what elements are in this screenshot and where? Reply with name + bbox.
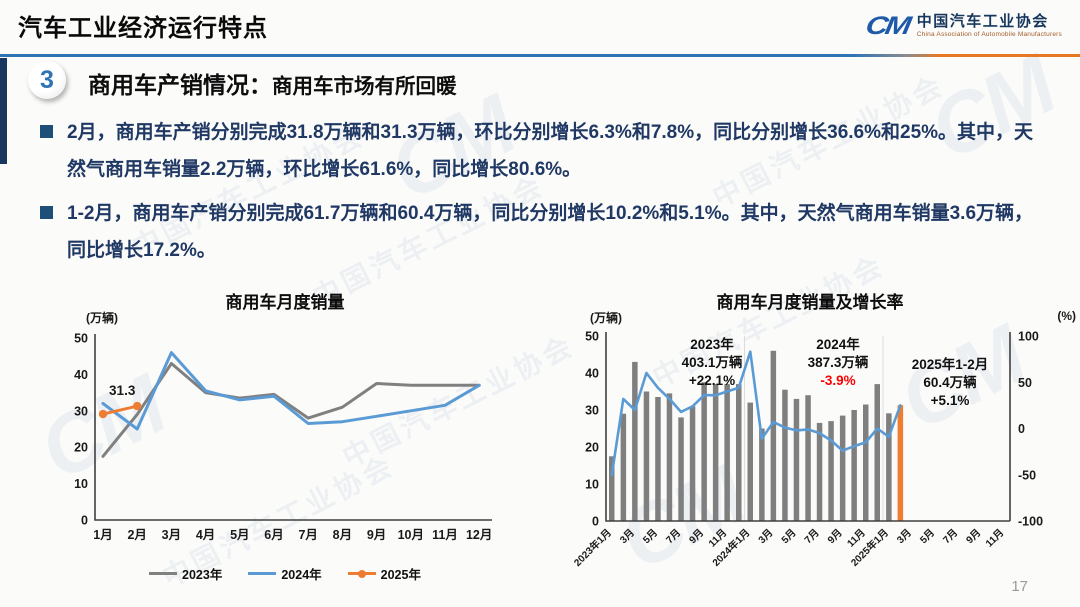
svg-text:11月: 11月	[983, 527, 1006, 550]
svg-text:40: 40	[585, 367, 599, 381]
left-accent-bar	[0, 58, 7, 164]
page-title: 汽车工业经济运行特点	[18, 15, 268, 42]
annotation-2023-total: 2023年 403.1万辆 +22.1%	[681, 337, 743, 389]
svg-text:3月: 3月	[756, 527, 775, 546]
legend-swatch	[149, 572, 178, 575]
svg-text:30: 30	[74, 404, 88, 418]
bullet-text: 2月，商用车产销分别完成31.8万辆和31.3万辆，环比分别增长6.3%和7.8…	[67, 122, 1034, 181]
svg-text:10月: 10月	[398, 528, 424, 542]
svg-text:8月: 8月	[333, 528, 352, 542]
bullet-item: 1-2月，商用车产销分别完成61.7万辆和60.4万辆，同比分别增长10.2%和…	[40, 195, 1048, 269]
legend-item: 2023年	[149, 564, 222, 583]
section-number-badge: 3	[28, 61, 66, 99]
svg-text:20: 20	[74, 441, 88, 455]
chart-title: 商用车月度销量	[225, 293, 345, 312]
logo-org-name-en: China Association of Automobile Manufact…	[916, 30, 1062, 38]
svg-text:0: 0	[81, 514, 88, 528]
monthly-sales-line-chart: 商用车月度销量 (万辆) 0 10 20 30 40 50 1月 2月 3月 4月 5月 6月 7月 8月…	[60, 288, 510, 594]
line-series	[98, 351, 481, 458]
svg-text:12月: 12月	[466, 528, 492, 542]
right-axis-unit-label: (%)	[1057, 309, 1076, 323]
left-axis-unit-label: (万辆)	[590, 311, 622, 325]
section-heading: 商用车产销情况：	[88, 72, 272, 98]
svg-text:3月: 3月	[617, 527, 636, 546]
svg-text:7月: 7月	[298, 528, 317, 542]
svg-text:31.3: 31.3	[109, 383, 136, 398]
svg-text:9月: 9月	[825, 527, 844, 546]
svg-text:2023年1月: 2023年1月	[571, 526, 614, 569]
svg-text:7月: 7月	[664, 527, 683, 546]
svg-text:2月: 2月	[127, 528, 146, 542]
svg-text:1月: 1月	[93, 528, 112, 542]
legend-label: 2024年	[281, 568, 322, 582]
sales-growth-combo-chart: 商用车月度销量及增长率 (万辆) (%) 0 10 20 30 40 50 -100 -50 0…	[540, 288, 1080, 604]
svg-text:40: 40	[74, 368, 88, 382]
legend-item: 2024年	[248, 564, 322, 583]
bullet-list: 2月，商用车产销分别完成31.8万辆和31.3万辆，环比分别增长6.3%和7.8…	[40, 114, 1048, 276]
y-axis-unit-label: (万辆)	[86, 311, 118, 325]
bullet-square-icon	[40, 206, 53, 220]
page-number: 17	[1011, 578, 1028, 595]
chart-legend: 2023年 2024年 2025年	[60, 564, 510, 583]
legend-swatch	[347, 569, 376, 578]
svg-text:3月: 3月	[895, 527, 914, 546]
svg-text:-100: -100	[1018, 515, 1043, 529]
svg-text:5月: 5月	[779, 527, 798, 546]
svg-text:5月: 5月	[641, 527, 660, 546]
svg-text:50: 50	[585, 330, 599, 344]
svg-text:10: 10	[74, 477, 88, 491]
growth-rate-line	[610, 350, 902, 477]
annotation-2024-total: 2024年 387.3万辆 -3.9%	[807, 337, 869, 389]
svg-text:4月: 4月	[196, 528, 215, 542]
svg-text:0: 0	[1018, 422, 1025, 436]
svg-text:50: 50	[74, 332, 88, 346]
svg-text:9月: 9月	[367, 528, 386, 542]
svg-text:9月: 9月	[687, 527, 706, 546]
svg-text:20: 20	[585, 441, 599, 455]
svg-text:0: 0	[592, 515, 599, 529]
bullet-text: 1-2月，商用车产销分别完成61.7万辆和60.4万辆，同比分别增长10.2%和…	[67, 203, 1034, 262]
svg-text:9月: 9月	[964, 527, 983, 546]
svg-text:5月: 5月	[918, 527, 937, 546]
caam-logo: CM 中国汽车工业协会 China Association of Automob…	[863, 10, 1062, 41]
svg-text:50: 50	[1018, 376, 1032, 390]
svg-text:7月: 7月	[802, 527, 821, 546]
title-divider	[0, 54, 1080, 57]
section-subheading: 商用车市场有所回暖	[272, 75, 457, 98]
bullet-square-icon	[40, 125, 53, 138]
legend-label: 2025年	[380, 568, 421, 582]
svg-text:11月: 11月	[432, 528, 458, 542]
bullet-item: 2月，商用车产销分别完成31.8万辆和31.3万辆，环比分别增长6.3%和7.8…	[40, 114, 1048, 188]
svg-text:10: 10	[585, 478, 599, 492]
svg-text:5月: 5月	[230, 528, 249, 542]
legend-label: 2023年	[182, 568, 223, 582]
legend-item: 2025年	[347, 564, 421, 583]
chart-title: 商用车月度销量及增长率	[716, 293, 904, 312]
logo-org-name-cn: 中国汽车工业协会	[916, 12, 1049, 30]
section-title: 商用车产销情况：商用车市场有所回暖	[88, 66, 457, 100]
caam-logo-mark-icon: CM	[863, 11, 911, 40]
legend-swatch	[248, 572, 277, 575]
svg-text:100: 100	[1018, 330, 1039, 344]
annotation-2025-total: 2025年1-2月 60.4万辆 +5.1%	[911, 357, 989, 409]
sales-bars	[609, 350, 904, 522]
svg-text:3月: 3月	[162, 528, 181, 542]
svg-text:6月: 6月	[264, 528, 283, 542]
svg-text:7月: 7月	[941, 527, 960, 546]
svg-text:30: 30	[585, 404, 599, 418]
svg-text:-50: -50	[1018, 468, 1036, 482]
line-chart-plot: 0 10 20 30 40 50 1月 2月 3月 4月 5月 6月 7月 8月 9月 10月 11月 12月 31…	[74, 332, 492, 543]
